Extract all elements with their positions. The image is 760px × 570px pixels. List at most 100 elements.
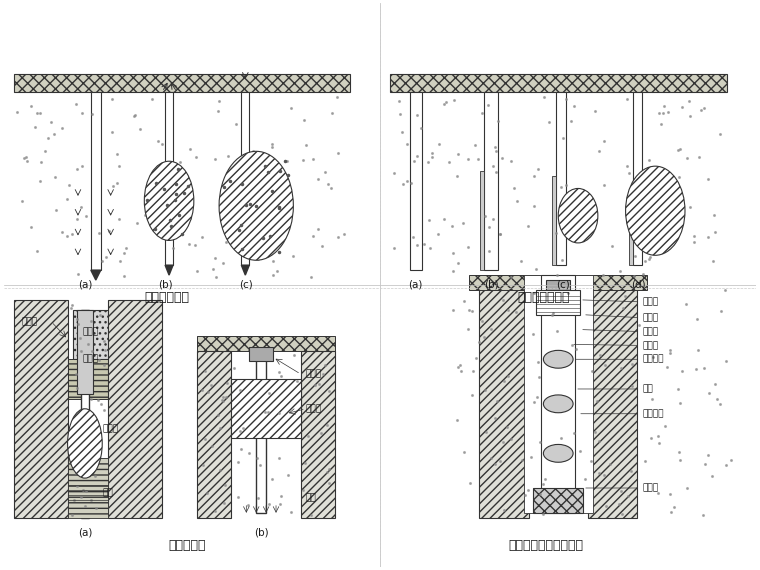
Point [321,420,333,429]
Point [291,377,303,386]
Point [522,485,534,494]
Point [285,507,297,516]
Point [594,437,606,446]
Point [296,155,309,164]
Point [62,231,74,241]
Point [98,337,110,346]
Point [648,353,660,362]
Point [446,221,458,230]
Point [114,256,126,266]
Text: (b): (b) [254,528,268,538]
Bar [541,275,575,513]
Point [332,149,344,158]
Point [317,369,329,378]
Point [211,410,223,419]
Bar [480,171,484,270]
Point [174,157,186,166]
Point [653,108,665,117]
Bar [390,74,727,92]
Point [245,180,258,189]
Point [208,154,220,164]
Point [189,241,201,250]
Point [452,258,464,267]
Point [80,486,92,495]
Text: 封孔塞: 封孔塞 [306,369,321,378]
Point [676,103,688,112]
Point [586,206,598,215]
Point [63,181,75,190]
Bar [249,347,273,361]
Point [253,215,265,224]
Point [674,144,686,153]
Point [452,363,464,372]
Point [106,182,119,191]
Point [268,270,280,279]
Point [77,435,89,444]
Point [556,255,568,264]
Point [262,408,274,417]
Point [86,346,98,355]
Point [56,123,68,132]
Point [510,307,522,316]
Text: 灌浆体: 灌浆体 [103,424,119,433]
Point [688,238,700,247]
Point [575,446,587,455]
Point [447,267,459,276]
Point [71,165,83,174]
Point [692,346,705,355]
Point [56,227,68,236]
Point [20,152,32,161]
Point [534,372,546,381]
Point [703,389,715,398]
Text: (c): (c) [239,279,253,289]
Point [537,480,549,489]
Point [233,386,245,395]
Point [454,361,467,370]
Point [625,381,638,390]
Point [457,218,469,227]
Point [458,447,470,457]
Point [478,333,490,342]
Point [326,108,338,117]
Point [461,242,473,251]
Point [516,455,528,465]
Bar [469,275,648,290]
Bar [632,92,642,265]
Point [34,176,46,185]
Point [221,169,233,178]
Point [537,92,549,101]
Point [214,423,226,432]
Point [639,256,651,266]
Point [661,108,673,117]
Point [288,351,300,360]
Point [556,433,568,442]
Point [85,495,97,504]
Point [128,112,141,121]
Ellipse shape [219,151,293,260]
Point [667,503,679,512]
Point [613,499,625,508]
Text: 钢管: 钢管 [642,385,653,393]
Point [448,248,460,257]
Point [497,295,509,304]
Point [161,221,173,230]
Bar [68,458,108,518]
Point [424,244,436,253]
Point [190,152,202,161]
Point [532,165,544,174]
Point [410,151,423,160]
Point [312,225,324,234]
Text: 注浆: 注浆 [306,494,316,502]
Point [527,289,540,298]
Point [319,167,331,176]
Point [483,222,495,231]
Point [35,157,47,166]
Point [708,211,720,220]
Point [522,222,534,231]
Point [299,458,311,467]
Point [568,101,580,110]
Point [451,416,463,425]
Point [496,153,508,162]
Point [597,271,609,280]
Point [482,100,494,109]
